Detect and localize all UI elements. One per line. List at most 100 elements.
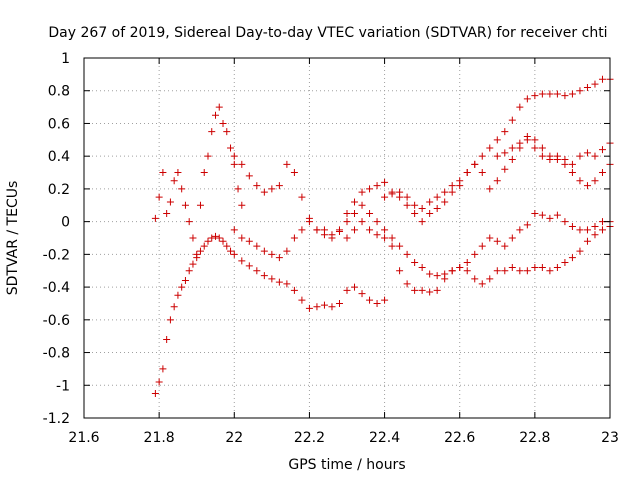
data-point — [441, 188, 449, 196]
data-point — [411, 201, 419, 209]
data-point — [196, 201, 204, 209]
x-tick-label: 22.2 — [294, 430, 325, 446]
data-point — [576, 152, 584, 160]
data-point — [493, 237, 501, 245]
data-point — [523, 221, 531, 229]
data-point — [493, 177, 501, 185]
data-point — [358, 201, 366, 209]
data-point — [219, 237, 227, 245]
data-point — [441, 275, 449, 283]
data-point — [181, 201, 189, 209]
data-point — [343, 234, 351, 242]
data-point — [185, 267, 193, 275]
chart-title: Day 267 of 2019, Sidereal Day-to-day VTE… — [48, 25, 607, 41]
x-tick-label: 21.6 — [68, 430, 99, 446]
data-point — [159, 365, 167, 373]
data-point — [185, 218, 193, 226]
data-point — [238, 234, 246, 242]
data-point — [486, 144, 494, 152]
data-point — [591, 223, 599, 231]
data-point — [583, 149, 591, 157]
data-point — [448, 182, 456, 190]
data-point — [381, 226, 389, 234]
data-point — [396, 188, 404, 196]
data-point — [238, 257, 246, 265]
data-point — [433, 272, 441, 280]
data-point — [501, 242, 509, 250]
data-point — [546, 267, 554, 275]
data-point — [508, 144, 516, 152]
data-point — [418, 205, 426, 213]
y-tick-label: -0.6 — [43, 313, 70, 329]
data-point — [227, 144, 235, 152]
data-point — [245, 262, 253, 270]
data-point — [591, 177, 599, 185]
data-point — [576, 177, 584, 185]
data-point — [591, 152, 599, 160]
data-point — [155, 193, 163, 201]
data-point — [151, 389, 159, 397]
series-track-1 — [151, 232, 389, 397]
data-point — [531, 144, 539, 152]
data-point — [200, 169, 208, 177]
data-point — [230, 250, 238, 258]
data-point — [501, 128, 509, 136]
data-point — [275, 254, 283, 262]
data-point — [358, 218, 366, 226]
data-point — [418, 218, 426, 226]
data-point — [268, 185, 276, 193]
data-point — [538, 144, 546, 152]
data-point — [516, 267, 524, 275]
data-point — [373, 231, 381, 239]
data-point — [313, 303, 321, 311]
y-axis-ticks: -1.2 -1 -0.8 -0.6 -0.4 -0.2 0 0.2 0.4 0.6 0.8 1 — [43, 51, 610, 427]
data-point — [290, 234, 298, 242]
data-point — [583, 237, 591, 245]
data-point — [403, 193, 411, 201]
data-point — [568, 90, 576, 98]
data-point — [388, 190, 396, 198]
data-point — [193, 250, 201, 258]
data-point — [245, 237, 253, 245]
data-point — [411, 259, 419, 267]
data-point — [245, 172, 253, 180]
data-point — [403, 201, 411, 209]
y-tick-label: -0.4 — [43, 280, 70, 296]
data-point — [463, 267, 471, 275]
data-point — [275, 278, 283, 286]
data-point — [553, 211, 561, 219]
data-point — [351, 283, 359, 291]
data-point — [471, 250, 479, 258]
data-point — [366, 226, 374, 234]
data-point — [230, 226, 238, 234]
data-point — [448, 188, 456, 196]
data-point — [212, 111, 219, 119]
data-point — [155, 378, 163, 386]
data-point — [456, 177, 464, 185]
data-point — [583, 83, 591, 91]
data-point — [219, 119, 227, 127]
data-point — [546, 90, 554, 98]
data-point — [448, 267, 456, 275]
data-point — [516, 103, 524, 111]
data-point — [366, 209, 374, 217]
data-point — [576, 247, 584, 255]
data-point — [583, 182, 591, 190]
y-axis-label: SDTVAR / TECUs — [5, 181, 21, 296]
data-point — [163, 335, 171, 343]
data-point — [234, 185, 242, 193]
x-tick-label: 21.8 — [144, 430, 175, 446]
data-point — [538, 90, 546, 98]
data-point — [381, 178, 389, 186]
y-tick-label: 0.4 — [48, 149, 70, 165]
data-point — [478, 152, 486, 160]
data-point — [223, 128, 231, 136]
data-point — [373, 218, 381, 226]
data-point — [174, 169, 182, 177]
data-point — [516, 226, 524, 234]
x-tick-label: 23 — [601, 430, 619, 446]
data-point — [212, 232, 219, 240]
data-point — [253, 182, 261, 190]
data-point — [268, 250, 276, 258]
